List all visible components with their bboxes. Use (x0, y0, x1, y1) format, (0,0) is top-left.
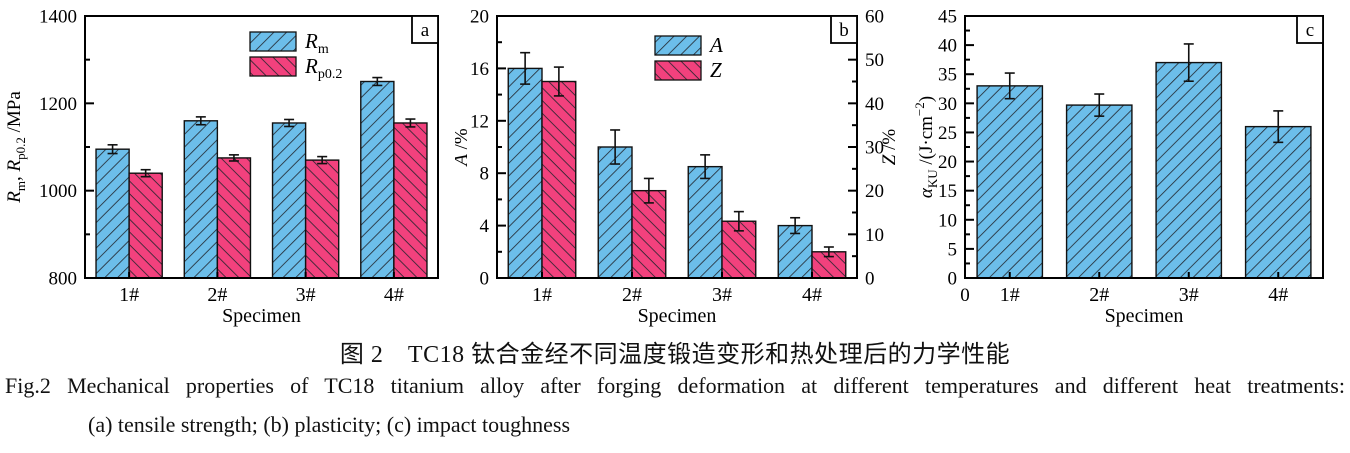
svg-text:1400: 1400 (39, 7, 77, 28)
bar-Rm-1# (95, 148, 130, 279)
y-axis-title-right: Z /% (879, 129, 900, 166)
svg-text:0: 0 (948, 269, 958, 290)
error-bars-group-c (1004, 43, 1284, 144)
bar-aKU-2# (1065, 104, 1133, 279)
caption-panel-items: (a) tensile strength; (b) plasticity; (c… (88, 412, 571, 437)
x-tick-4#: 4# (384, 284, 404, 306)
svg-text:1200: 1200 (39, 94, 77, 115)
bar-Rp0.2-1# (128, 172, 163, 279)
x-tick-3#: 3# (712, 284, 732, 306)
svg-text:30: 30 (865, 138, 884, 159)
legend-label-Rm: Rm (304, 29, 329, 57)
bar-Rp0.2-4# (393, 122, 428, 279)
bar-Rm-4# (360, 80, 395, 279)
svg-text:4: 4 (480, 216, 490, 237)
bar-Z-1# (541, 80, 577, 279)
svg-text:20: 20 (938, 152, 957, 173)
svg-text:12: 12 (470, 111, 489, 132)
legend-label-Rp0.2: Rp0.2 (304, 54, 342, 82)
chart-plasticity: 0 4 8 12 16 20 0 10 20 30 40 50 60 1# 2# 3# 4# Specimen A … (455, 7, 900, 328)
panel-label-a: a (411, 15, 439, 44)
svg-text:20: 20 (865, 181, 884, 202)
x-tick-3#: 3# (296, 284, 316, 306)
legend-label-Z: Z (710, 58, 722, 82)
legend-label-A: A (708, 33, 723, 57)
axes-a (84, 15, 439, 279)
svg-text:0: 0 (960, 285, 970, 306)
bar-aKU-4# (1244, 125, 1312, 279)
x-tick-1#: 1# (1000, 284, 1020, 306)
svg-text:45: 45 (938, 7, 957, 28)
legend-swatch-Rp0.2 (249, 56, 297, 77)
bar-A-3# (687, 165, 723, 279)
svg-text:35: 35 (938, 65, 957, 86)
bar-aKU-1# (976, 85, 1044, 279)
x-axis-title: Specimen (1105, 305, 1184, 327)
svg-text:800: 800 (49, 269, 78, 290)
svg-text:30: 30 (938, 94, 957, 115)
svg-text:c: c (1306, 20, 1314, 41)
bar-A-4# (777, 224, 813, 279)
bar-Z-2# (631, 189, 667, 279)
x-tick-1#: 1# (532, 284, 552, 306)
bar-Rm-3# (271, 122, 307, 279)
axis-labels-b: 0 4 8 12 16 20 0 10 20 30 40 50 60 1# 2# 3# 4# Specimen A … (455, 7, 900, 328)
error-bars-group-a (107, 76, 416, 178)
x-tick-4#: 4# (802, 284, 822, 306)
svg-text:a: a (421, 20, 430, 41)
svg-text:5: 5 (948, 239, 958, 260)
svg-text:25: 25 (938, 123, 957, 144)
svg-text:16: 16 (470, 59, 489, 80)
bar-Rm-2# (183, 120, 219, 279)
panel-label-b: b (830, 15, 858, 44)
legend-b: AZ (654, 33, 723, 82)
axis-labels-c: 0 5 10 15 20 25 30 35 40 45 1# 2# 3# 4# 0 Specimen αKU /… (912, 7, 1288, 328)
svg-text:15: 15 (938, 181, 957, 202)
svg-text:1000: 1000 (39, 181, 77, 202)
x-tick-2#: 2# (207, 284, 227, 306)
svg-text:40: 40 (865, 94, 884, 115)
bars-group-b (507, 67, 847, 279)
y-axis-title-left: A /% (455, 128, 472, 168)
x-axis-title: Specimen (638, 305, 717, 327)
x-tick-4#: 4# (1268, 284, 1288, 306)
bars-group-c (976, 61, 1312, 279)
chart-impact-toughness: 0 5 10 15 20 25 30 35 40 45 1# 2# 3# 4# 0 Specimen αKU /… (912, 7, 1324, 328)
svg-text:10: 10 (865, 225, 884, 246)
legend-swatch-Rm (249, 31, 297, 52)
y-axis-title-left: Rm, Rp0.2 /MPa (4, 91, 28, 204)
bar-A-2# (597, 146, 633, 279)
bar-A-1# (507, 67, 543, 279)
svg-text:8: 8 (480, 164, 490, 185)
bar-aKU-3# (1155, 61, 1223, 279)
panel-label-c: c (1296, 15, 1324, 44)
error-bars-group-b (520, 51, 834, 258)
caption-chinese: 图 2 TC18 钛合金经不同温度锻造变形和热处理后的力学性能 (339, 342, 1011, 368)
x-tick-2#: 2# (622, 284, 642, 306)
axes-c (964, 15, 1324, 279)
svg-text:10: 10 (938, 210, 957, 231)
x-tick-3#: 3# (1179, 284, 1199, 306)
svg-text:60: 60 (865, 7, 884, 28)
svg-text:20: 20 (470, 7, 489, 28)
svg-text:50: 50 (865, 50, 884, 71)
svg-text:0: 0 (865, 269, 875, 290)
x-tick-1#: 1# (119, 284, 139, 306)
caption-english: Fig.2 Mechanical properties of TC18 tita… (5, 373, 1345, 398)
bar-Rp0.2-3# (304, 159, 340, 279)
chart-tensile-strength: 800 1000 1200 1400 1# 2# 3# 4# Specimen Rm, Rp0.2… (4, 7, 439, 328)
bars-group-a (95, 80, 428, 279)
svg-text:0: 0 (480, 269, 490, 290)
x-axis-title: Specimen (222, 305, 301, 327)
legend-swatch-Z (654, 60, 702, 81)
legend-swatch-A (654, 35, 702, 56)
axis-labels-a: 800 1000 1200 1400 1# 2# 3# 4# Specimen Rm, Rp0.2… (4, 7, 404, 328)
bar-Rp0.2-2# (216, 157, 252, 279)
svg-text:b: b (839, 20, 849, 41)
svg-text:40: 40 (938, 36, 957, 57)
y-axis-title-left: αKU /(J·cm−2) (912, 96, 940, 198)
x-tick-2#: 2# (1089, 284, 1109, 306)
